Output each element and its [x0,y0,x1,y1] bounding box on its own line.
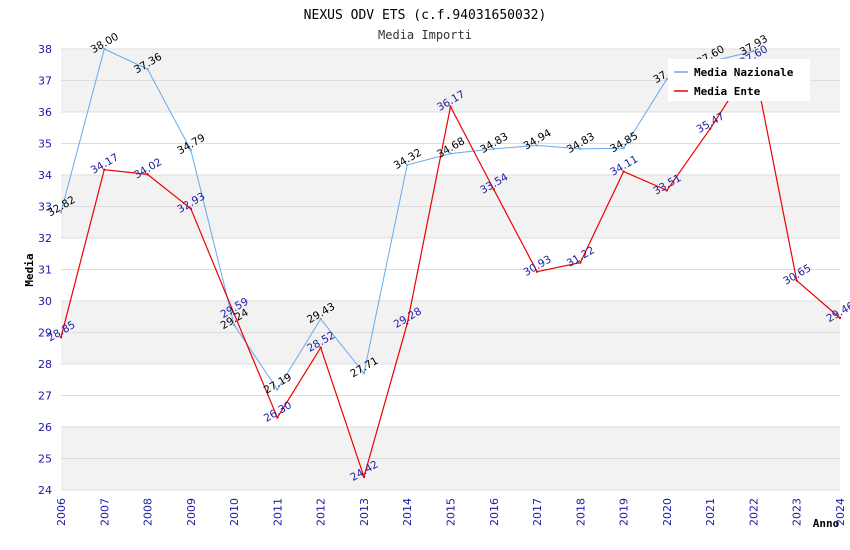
data-point [232,312,236,316]
x-tick-label: 2007 [98,498,111,526]
y-axis-label: Media [23,253,36,286]
data-point [406,322,409,325]
data-point [752,50,755,53]
data-point [449,105,452,108]
chart-subtitle: Media Importi [378,28,472,42]
data-point [189,207,193,210]
band [61,458,840,490]
x-tick-label: 2010 [228,498,241,526]
x-tick-label: 2008 [142,498,155,526]
y-tick-label: 36 [38,106,52,119]
y-tick-label: 34 [38,169,52,182]
data-point [319,346,322,349]
x-tick-label: 2018 [574,498,587,526]
data-point [535,144,539,147]
band [61,175,840,207]
data-point [189,148,193,152]
band [61,332,840,364]
y-tick-label: 37 [38,75,52,88]
data-point [362,371,366,375]
data-point [319,317,322,321]
band [61,143,840,175]
data-point [838,316,842,320]
data-point [795,279,798,282]
data-point [535,270,539,273]
x-tick-label: 2020 [661,498,674,526]
y-tick-label: 35 [38,138,52,151]
y-tick-label: 33 [38,201,52,214]
data-point [276,388,279,391]
data-point [622,147,625,150]
y-tick-label: 25 [38,453,52,466]
legend-label: Media Nazionale [694,66,794,79]
data-point [59,336,63,339]
x-axis-label: Anno [813,517,840,530]
data-point [449,152,452,155]
x-tick-label: 2021 [704,498,717,526]
data-point [146,173,149,176]
y-tick-label: 30 [38,295,52,308]
data-point [276,416,279,419]
data-point [232,323,236,327]
y-tick-label: 28 [38,358,52,371]
y-tick-label: 38 [38,43,52,56]
band [61,269,840,301]
y-tick-label: 24 [38,484,52,497]
data-point [103,47,106,51]
x-tick-label: 2017 [531,498,544,526]
data-point [146,67,149,71]
x-tick-label: 2015 [445,498,458,526]
x-tick-label: 2009 [185,498,198,526]
y-tick-labels: 24 25 26 27 28 29 30 31 32 33 34 35 36 37 38 [38,43,52,497]
chart-title: NEXUS ODV ETS (c.f.94031650032) [304,8,547,23]
data-point [708,127,712,130]
x-tick-label: 2011 [271,498,284,526]
x-tick-labels: 2006 2007 2008 2009 2010 2011 2012 2013 2014 2015… [55,498,847,526]
data-point [665,77,669,81]
x-tick-label: 2006 [55,498,68,526]
data-point [579,147,582,151]
grid-lines [61,48,840,491]
data-point [579,261,582,264]
band [61,206,840,238]
y-tick-label: 32 [38,232,52,245]
data-point [103,168,106,171]
x-tick-label: 2012 [315,498,328,526]
x-tick-label: 2016 [488,498,501,526]
band [61,395,840,427]
legend-box [668,59,810,101]
y-tick-label: 27 [38,390,52,403]
x-tick-label: 2024 [834,498,847,526]
band [61,301,840,333]
data-point [59,210,63,214]
band [61,238,840,270]
data-point [622,170,625,173]
data-point [362,475,366,478]
x-tick-label: 2019 [618,498,631,526]
x-tick-label: 2023 [791,498,804,526]
y-tick-label: 31 [38,264,52,277]
legend-label: Media Ente [694,85,761,98]
y-tick-label: 26 [38,421,52,434]
x-tick-label: 2022 [747,498,760,526]
x-tick-label: 2014 [401,498,414,526]
band [61,364,840,396]
data-point [492,147,495,151]
data-point [406,163,409,167]
data-point [492,188,495,191]
legend: Media Nazionale Media Ente [668,59,810,101]
x-tick-label: 2013 [358,498,371,526]
band [61,427,840,459]
y-tick-label: 29 [38,327,52,340]
data-point [665,189,669,192]
